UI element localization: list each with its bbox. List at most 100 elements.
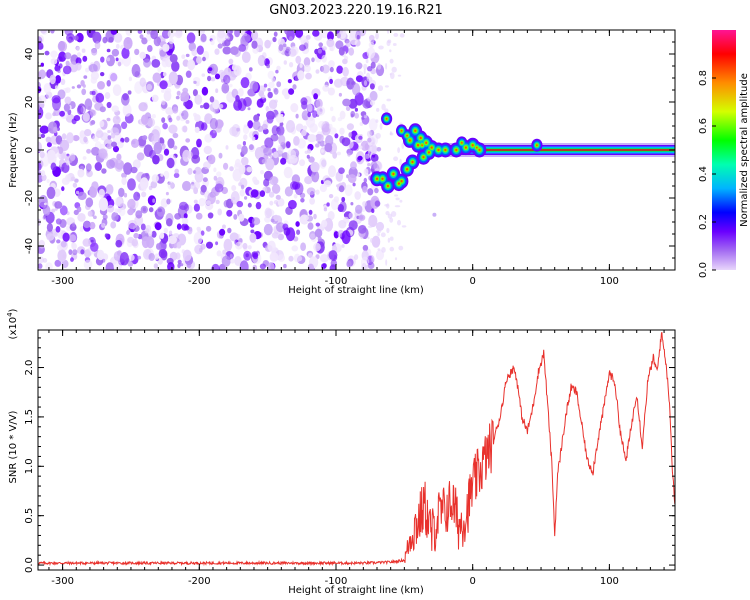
noise-speckle	[38, 263, 43, 269]
noise-speckle-edge	[377, 248, 381, 251]
noise-speckle	[203, 161, 211, 170]
noise-speckle	[206, 241, 213, 249]
noise-speckle	[218, 152, 223, 159]
noise-speckle-edge	[377, 63, 382, 70]
colorbar-tick-label: 0.0	[698, 262, 709, 278]
noise-speckle	[295, 123, 304, 132]
noise-speckle-edge	[365, 59, 369, 64]
noise-speckle-edge	[397, 74, 402, 77]
y-tick-label: 0.5	[24, 508, 35, 524]
noise-speckle	[90, 120, 96, 125]
noise-speckle	[207, 212, 214, 219]
snr-series-line	[38, 332, 675, 567]
noise-speckle	[174, 168, 179, 174]
noise-speckle	[193, 80, 197, 84]
noise-speckle	[283, 263, 287, 269]
noise-speckle	[75, 62, 82, 71]
noise-speckle	[57, 41, 68, 52]
noise-speckle	[226, 209, 233, 217]
noise-speckle	[357, 155, 363, 161]
noise-speckle	[342, 66, 349, 77]
noise-speckle	[59, 219, 67, 228]
noise-speckle	[106, 101, 112, 109]
noise-speckle	[271, 232, 279, 239]
noise-speckle	[329, 46, 334, 52]
noise-speckle	[355, 75, 364, 83]
noise-speckle	[54, 259, 62, 267]
noise-speckle	[328, 60, 335, 69]
noise-speckle	[154, 222, 162, 231]
snr-panel: -300 -200 -100 0 100 0.0 0.5 1.0 1.5 2.0 Height …	[6, 308, 676, 596]
noise-speckle	[302, 125, 308, 131]
noise-speckle	[107, 135, 112, 140]
noise-speckle	[210, 77, 216, 82]
noise-speckle	[306, 187, 316, 196]
noise-speckle	[323, 180, 332, 188]
noise-speckle	[215, 199, 220, 205]
noise-speckle	[106, 143, 113, 150]
noise-speckle	[63, 103, 70, 112]
noise-speckle	[123, 192, 128, 198]
noise-speckle	[360, 140, 370, 151]
noise-speckle	[248, 144, 254, 151]
noise-speckle	[193, 203, 200, 212]
noise-speckle	[307, 222, 314, 230]
noise-speckle-edge	[378, 45, 384, 50]
noise-speckle	[172, 106, 179, 114]
noise-speckle	[83, 259, 93, 270]
noise-speckle	[231, 185, 237, 191]
noise-speckle	[313, 213, 317, 220]
noise-speckle	[121, 47, 130, 59]
noise-speckle	[326, 38, 335, 48]
noise-speckle	[203, 145, 212, 155]
noise-speckle	[179, 263, 184, 267]
noise-speckle	[200, 243, 206, 250]
noise-speckle	[322, 84, 330, 92]
noise-speckle	[56, 239, 61, 244]
noise-speckle	[113, 261, 122, 270]
noise-speckle	[201, 86, 209, 96]
noise-speckle	[53, 126, 58, 134]
noise-speckle	[285, 141, 291, 149]
noise-speckle	[350, 202, 354, 206]
noise-speckle	[200, 230, 205, 236]
noise-speckle	[76, 206, 82, 213]
noise-speckle	[166, 198, 171, 205]
noise-speckle	[104, 233, 109, 238]
spectrogram-x-label: Height of straight line (km)	[288, 285, 424, 296]
noise-speckle	[338, 92, 342, 97]
noise-speckle	[233, 65, 242, 77]
noise-speckle-edge	[380, 232, 386, 238]
spectrogram-noise-layer	[38, 30, 407, 270]
noise-speckle	[361, 114, 370, 125]
noise-speckle	[185, 119, 190, 124]
noise-speckle	[141, 114, 149, 125]
noise-speckle	[293, 194, 298, 199]
noise-speckle	[236, 144, 242, 150]
noise-speckle	[112, 115, 121, 125]
noise-speckle	[151, 114, 156, 119]
noise-speckle	[273, 88, 279, 95]
noise-speckle	[161, 57, 169, 68]
noise-speckle	[264, 137, 274, 149]
noise-speckle	[106, 159, 115, 169]
noise-speckle	[114, 159, 124, 172]
noise-speckle	[362, 244, 369, 252]
noise-speckle	[313, 242, 321, 252]
noise-speckle	[223, 200, 230, 208]
signal-track-blob	[375, 177, 379, 180]
noise-speckle-edge	[363, 114, 368, 119]
noise-speckle	[76, 52, 82, 57]
noise-speckle	[204, 117, 209, 123]
y-tick-label: 2.0	[24, 360, 35, 376]
noise-speckle	[119, 252, 129, 266]
noise-speckle	[118, 207, 126, 216]
noise-speckle	[307, 111, 312, 118]
noise-speckle	[139, 51, 146, 60]
noise-speckle	[260, 96, 267, 104]
signal-blob	[406, 134, 408, 137]
noise-speckle	[348, 47, 355, 56]
noise-speckle	[80, 249, 85, 255]
noise-speckle	[106, 80, 111, 87]
noise-speckle	[235, 241, 243, 250]
